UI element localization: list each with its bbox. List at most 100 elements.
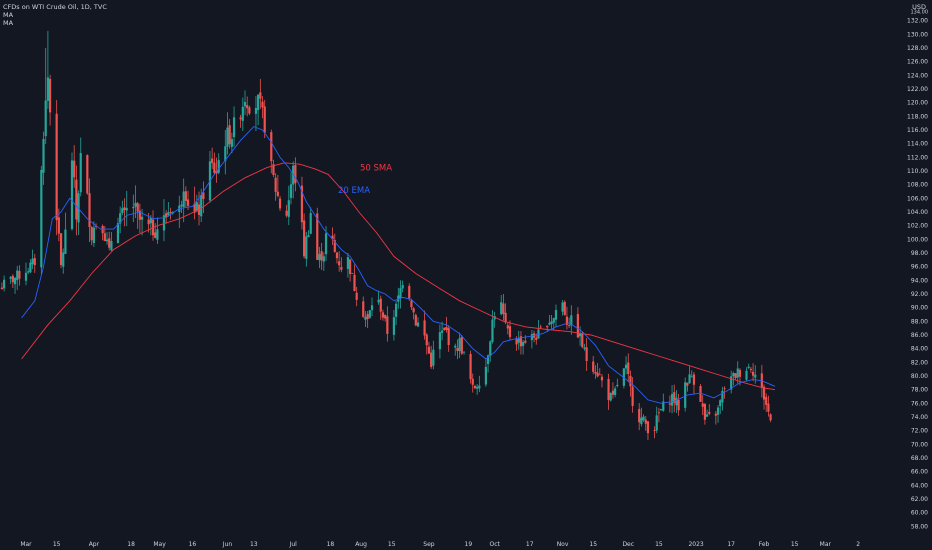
candle [416, 317, 420, 328]
candle [460, 335, 463, 356]
candle-body [307, 235, 310, 238]
ema-annotation: 20 EMA [338, 186, 370, 196]
candle [456, 339, 459, 360]
candle [714, 411, 717, 425]
candle-body [425, 334, 428, 346]
candle-body [29, 262, 32, 273]
candle-body [616, 384, 619, 387]
candle [70, 152, 74, 231]
price-tick-label: 86.00 [911, 332, 928, 339]
candle [241, 97, 244, 131]
candle-body [522, 341, 525, 346]
indicator-legend-sma[interactable]: MA [3, 11, 14, 19]
price-tick-label: 118.00 [907, 113, 928, 120]
candle [261, 96, 264, 119]
candle-body [270, 132, 273, 162]
candle [719, 399, 722, 415]
time-tick-label: Aug [355, 541, 367, 548]
candle [165, 210, 168, 224]
candle-body [607, 378, 610, 401]
time-tick-label: 17 [727, 541, 735, 548]
candle [594, 365, 597, 379]
candle-body [438, 332, 442, 350]
candle-body [471, 378, 474, 385]
candle-body [180, 204, 183, 207]
candle [156, 217, 159, 244]
candle [519, 331, 523, 355]
candle-body [384, 314, 387, 319]
time-tick-label: 17 [526, 541, 534, 548]
candle-body [493, 316, 496, 320]
time-tick-label: Jun [222, 541, 233, 548]
candle [55, 100, 58, 236]
candle [471, 373, 474, 393]
candle [751, 363, 755, 382]
candle-body [716, 407, 720, 415]
candle [730, 370, 733, 394]
candle-body [186, 199, 190, 206]
candle [366, 310, 369, 329]
candle-body [578, 333, 582, 337]
candle-body [40, 169, 43, 268]
candle [59, 232, 63, 269]
candle [110, 232, 113, 252]
candle [395, 300, 398, 326]
candle-body [690, 376, 693, 378]
candle-body [476, 386, 479, 389]
candle-body [335, 252, 339, 259]
candle-body [116, 223, 120, 243]
candle [289, 172, 293, 205]
price-tick-label: 88.00 [911, 318, 928, 325]
candle [154, 223, 157, 239]
candle-body [386, 316, 389, 334]
candle-body [751, 371, 755, 376]
price-tick-label: 64.00 [911, 482, 928, 489]
candle [331, 227, 334, 246]
candle-body [24, 272, 28, 281]
candle-body [397, 295, 400, 302]
candle [561, 300, 564, 316]
price-tick-label: 58.00 [911, 523, 928, 530]
candle-body [537, 329, 540, 339]
candle-body [484, 366, 487, 385]
candle-body [200, 195, 203, 217]
price-tick-label: 120.00 [907, 100, 928, 107]
candle-body [259, 92, 262, 99]
candle-body [62, 252, 65, 267]
candle-body [46, 77, 49, 101]
candle [46, 30, 49, 109]
ema-line [21, 126, 776, 404]
price-tick-label: 96.00 [911, 264, 928, 271]
candle [716, 405, 720, 423]
candle-body [517, 338, 520, 343]
candle-body [688, 374, 691, 384]
candle [13, 277, 17, 294]
candle [62, 248, 65, 274]
candle-body [125, 208, 128, 211]
candle-body [392, 317, 396, 335]
candle-body [362, 301, 365, 317]
candle [598, 368, 601, 376]
candle-body [642, 416, 645, 421]
candle-body [519, 336, 523, 347]
candle-body [699, 386, 702, 402]
candle-body [554, 310, 558, 320]
symbol-title: CFDs on WTI Crude Oil, 1D, TVC [3, 3, 107, 11]
candle [539, 324, 542, 329]
candle [386, 306, 389, 342]
candle-body [443, 327, 446, 330]
candle [614, 386, 617, 398]
candle [86, 154, 89, 195]
candle [276, 174, 279, 198]
candle-body [462, 351, 466, 353]
candle-body [59, 233, 63, 265]
candle [484, 357, 487, 387]
candle [318, 246, 321, 269]
candle [596, 362, 599, 378]
candle-body [224, 146, 227, 161]
candle [441, 321, 444, 341]
indicator-legend-ema[interactable]: MA [3, 19, 14, 27]
candle-body [351, 272, 354, 274]
sma-line [21, 162, 776, 391]
